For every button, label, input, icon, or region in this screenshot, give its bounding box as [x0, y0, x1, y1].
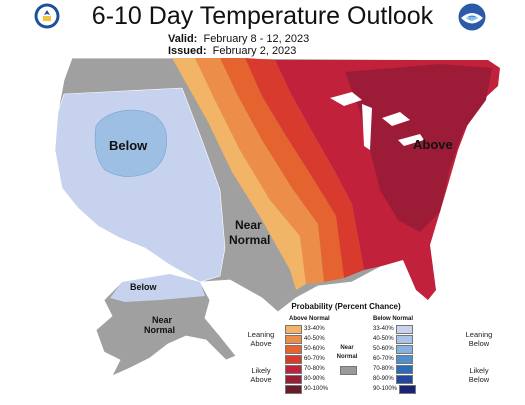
map-label-normal: Normal	[229, 233, 270, 247]
legend-above-bin-label: 40-50%	[304, 336, 325, 342]
legend-above-bin-label: 33-40%	[304, 326, 325, 332]
legend-above-bin-label: 70-80%	[304, 366, 325, 372]
map-label-near: Near	[235, 218, 262, 232]
legend-above-bin-swatch	[285, 325, 302, 334]
legend-below-bin-swatch	[395, 345, 413, 354]
legend-below-bin-swatch	[395, 375, 413, 384]
legend-below-bin-swatch	[399, 385, 417, 394]
legend-below-bin-swatch	[395, 355, 413, 364]
legend-below-bin-label: 50-60%	[373, 346, 394, 352]
legend-above-bin-row: 80-90%	[285, 375, 327, 384]
issued-date: February 2, 2023	[212, 45, 297, 57]
legend-above-bin-row: 40-50%	[285, 335, 327, 344]
legend-below-bin-row: 90-100%	[371, 385, 417, 394]
legend-below-bin-label: 40-50%	[373, 336, 394, 342]
legend-below-bin-row: 80-90%	[371, 375, 413, 384]
legend-above-bin-swatch	[285, 335, 302, 344]
above-50-60	[220, 58, 344, 282]
legend-below-bin-row: 33-40%	[371, 325, 413, 334]
map-title: 6-10 Day Temperature Outlook	[91, 2, 434, 30]
commerce-seal-logo	[34, 3, 60, 29]
alaska-label-near: Near	[152, 315, 173, 325]
legend-above-bin-row: 33-40%	[285, 325, 327, 334]
legend-below-bin-row: 50-60%	[371, 345, 413, 354]
legend-above-header: Above Normal	[289, 316, 330, 322]
outlook-dates: Valid: February 8 - 12, 2023 Issued: Feb…	[168, 33, 309, 57]
legend-above-bin-swatch	[285, 385, 302, 394]
probability-legend: Probability (Percent Chance) Above Norma…	[241, 300, 511, 402]
legend-below-bin-label: 70-80%	[373, 366, 394, 372]
alaska-below-region	[110, 274, 205, 302]
legend-above-bin-row: 90-100%	[285, 385, 330, 394]
legend-below-bin-label: 80-90%	[373, 376, 394, 382]
valid-dates: February 8 - 12, 2023	[203, 33, 310, 45]
legend-above-bin-swatch	[285, 355, 302, 364]
map-label-above: Above	[413, 137, 453, 152]
above-60-70	[245, 58, 364, 278]
legend-above-bin-swatch	[285, 365, 302, 374]
legend-near-header: Near Normal	[336, 345, 358, 360]
legend-below-bin-swatch	[395, 325, 413, 334]
alaska-label-normal: Normal	[144, 325, 175, 335]
legend-below-bin-swatch	[395, 335, 413, 344]
legend-above-bin-swatch	[285, 345, 302, 354]
legend-leaning-below: Leaning Below	[465, 330, 493, 348]
legend-title: Probability (Percent Chance)	[291, 302, 401, 311]
valid-label: Valid:	[168, 33, 198, 45]
legend-below-bin-row: 60-70%	[371, 355, 413, 364]
legend-above-bin-row: 60-70%	[285, 355, 327, 364]
legend-leaning-above: Leaning Above	[247, 330, 275, 348]
legend-above-bin-label: 80-90%	[304, 376, 325, 382]
legend-likely-below: Likely Below	[468, 366, 490, 384]
legend-near-swatch	[340, 366, 357, 375]
legend-below-bin-label: 90-100%	[373, 386, 398, 392]
legend-below-bin-label: 33-40%	[373, 326, 394, 332]
legend-likely-above: Likely Above	[250, 366, 272, 384]
legend-above-bin-row: 50-60%	[285, 345, 327, 354]
noaa-logo: noaa	[458, 3, 486, 31]
legend-above-bin-label: 90-100%	[304, 386, 329, 392]
legend-below-bin-row: 70-80%	[371, 365, 413, 374]
legend-below-header: Below Normal	[373, 316, 414, 322]
legend-below-bin-label: 60-70%	[373, 356, 394, 362]
below-core-region	[94, 109, 167, 177]
above-40-50	[195, 58, 324, 284]
legend-above-bin-label: 60-70%	[304, 356, 325, 362]
legend-above-bin-label: 50-60%	[304, 346, 325, 352]
legend-above-bin-row: 70-80%	[285, 365, 327, 374]
legend-above-bin-swatch	[285, 375, 302, 384]
alaska-label-below: Below	[130, 282, 158, 292]
great-lakes	[330, 92, 424, 150]
above-33-40	[172, 58, 306, 290]
map-label-below: Below	[109, 138, 148, 153]
noaa-logo-text: noaa	[466, 16, 477, 22]
above-80-90	[345, 64, 492, 232]
legend-below-bin-swatch	[395, 365, 413, 374]
legend-below-bin-row: 40-50%	[371, 335, 413, 344]
issued-label: Issued:	[168, 45, 207, 57]
